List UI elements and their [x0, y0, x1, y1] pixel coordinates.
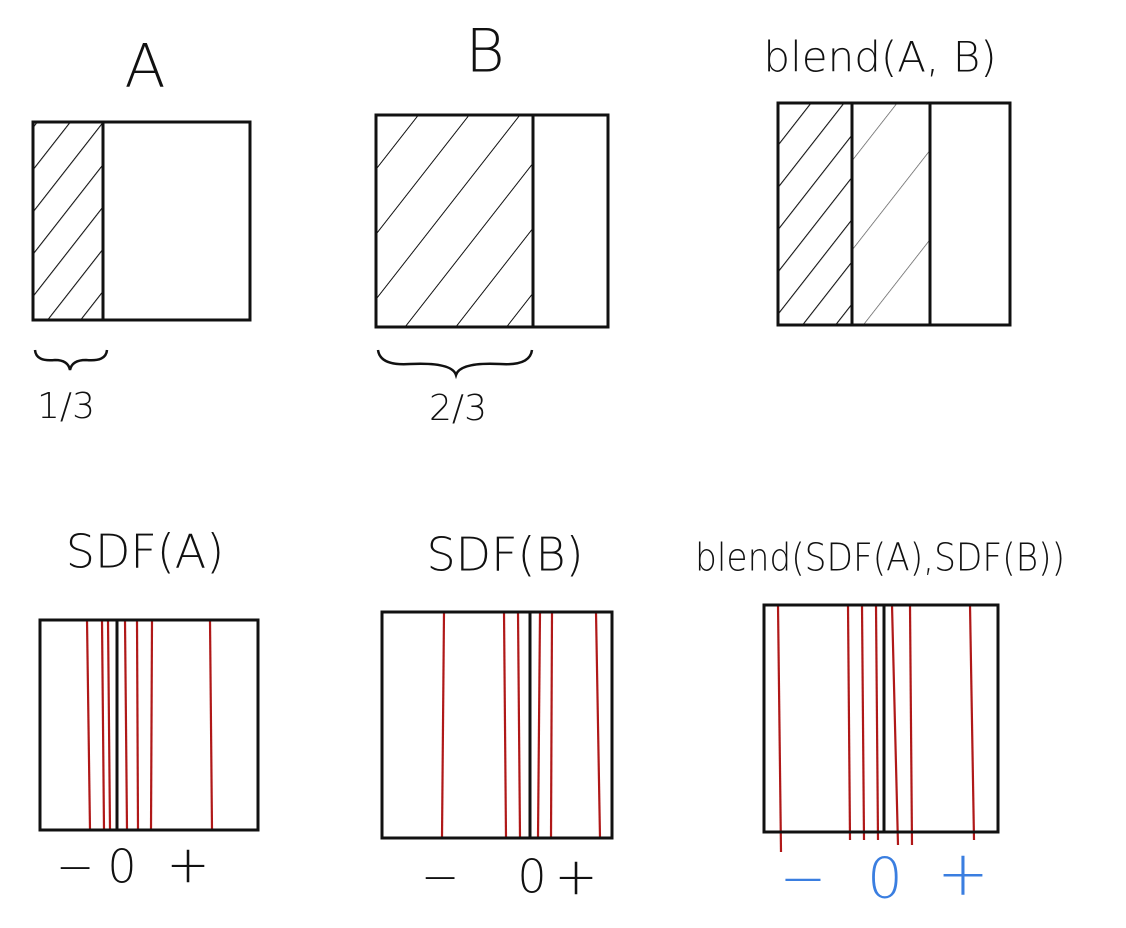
box: [374, 113, 610, 329]
sdf-line: [860, 604, 866, 841]
sdf-line: [874, 604, 880, 841]
sdf-line: [106, 619, 112, 831]
hatch: [33, 122, 103, 320]
box: [31, 120, 252, 322]
sign: +: [166, 835, 210, 895]
sdf-line: [594, 611, 602, 839]
sdf-line: [208, 619, 214, 831]
sdf-line: [890, 604, 900, 846]
panel-title: blend(SDF(A),SDF(B)): [695, 536, 1065, 580]
sdf-line: [502, 611, 508, 839]
sdf-line: [135, 619, 140, 831]
sdf-line: [440, 611, 446, 839]
sign: −: [56, 840, 95, 894]
sdf-line: [536, 611, 542, 839]
panel-title: SDF(B): [426, 528, 583, 582]
box: [38, 618, 260, 832]
panel-title: B: [465, 17, 504, 87]
sign: −: [421, 850, 460, 904]
sign: −: [780, 846, 827, 911]
sdf-line: [908, 604, 914, 846]
sign: +: [554, 847, 598, 907]
sdf-line: [85, 619, 92, 831]
box: [380, 610, 614, 840]
sdf-line: [516, 611, 522, 839]
sign: 0: [517, 850, 546, 904]
sdf-line: [549, 611, 554, 839]
panel-title: blend(A, B): [763, 33, 996, 82]
hatch: [852, 103, 930, 325]
sign: 0: [107, 840, 136, 894]
panel-title: A: [124, 32, 165, 102]
brace: [33, 349, 109, 371]
fraction: 2/3: [429, 388, 487, 429]
sdf-lines: [776, 604, 976, 853]
sdf-line: [100, 619, 106, 831]
sdf-line: [846, 604, 852, 841]
sdf-line: [968, 604, 976, 841]
panel-title: SDF(A): [66, 525, 224, 579]
sign: +: [937, 837, 989, 910]
brace: [376, 349, 534, 380]
box: [776, 101, 1012, 327]
fraction: 1/3: [37, 386, 95, 427]
sdf-line: [776, 604, 783, 853]
sdf-line: [149, 619, 154, 831]
hatch: [376, 115, 533, 327]
sdf-lines: [440, 611, 602, 839]
sign: 0: [867, 846, 903, 911]
sdf-line: [123, 619, 129, 831]
box: [762, 603, 1000, 834]
hatch: [778, 103, 852, 325]
sdf-lines: [85, 619, 214, 831]
